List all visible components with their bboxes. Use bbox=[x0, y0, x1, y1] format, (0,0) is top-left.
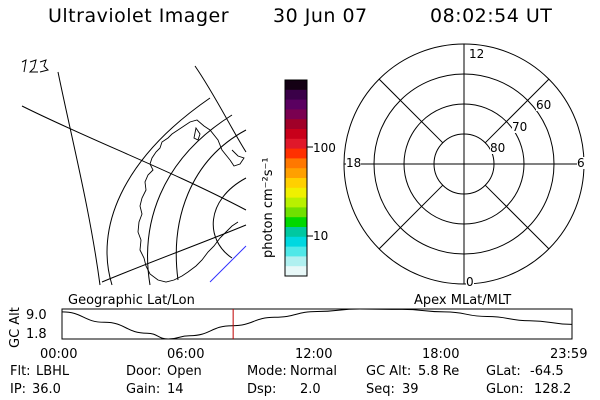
colorbar-band bbox=[285, 207, 307, 218]
map-latitude-arc bbox=[106, 97, 211, 286]
glon-value: 128.2 bbox=[534, 382, 572, 397]
polar-label-70: 70 bbox=[512, 120, 528, 134]
colorbar-tick-100: 100 bbox=[313, 141, 336, 155]
spacecraft-track bbox=[209, 245, 247, 283]
colorbar-band bbox=[285, 217, 307, 228]
door-value: Open bbox=[167, 364, 202, 379]
colorbar-band bbox=[285, 256, 307, 267]
colorbar-band bbox=[285, 246, 307, 257]
colorbar-band bbox=[285, 89, 307, 101]
polar-diagonal bbox=[484, 184, 550, 250]
map-latitude-arc bbox=[147, 114, 233, 286]
glon-label: GLon: bbox=[486, 382, 524, 397]
glat-value: -64.5 bbox=[530, 364, 564, 379]
timeline-y-tick-bottom: 1.8 bbox=[26, 327, 47, 342]
colorbar-band bbox=[285, 236, 307, 248]
polar-diagonal bbox=[378, 78, 444, 144]
x-tick-1: 06:00 bbox=[167, 347, 205, 362]
time-label: 08:02:54 UT bbox=[430, 5, 553, 27]
map-meridian-line bbox=[21, 105, 247, 211]
x-tick-2: 12:00 bbox=[295, 347, 333, 362]
gc-alt-value: 5.8 Re bbox=[418, 364, 460, 379]
colorbar-band bbox=[285, 168, 307, 179]
colorbar-band bbox=[285, 119, 307, 130]
app-title: Ultraviolet Imager bbox=[48, 5, 230, 27]
polar-diagonal bbox=[378, 184, 444, 250]
x-tick-0: 00:00 bbox=[40, 347, 78, 362]
gain-label: Gain: bbox=[126, 382, 161, 397]
colorbar-band bbox=[285, 99, 307, 110]
colorbar-band bbox=[285, 138, 307, 150]
altitude-curve bbox=[61, 308, 573, 340]
seq-label: Seq: bbox=[366, 382, 395, 397]
colorbar-band bbox=[285, 80, 307, 91]
colorbar-band bbox=[285, 187, 307, 199]
colorbar-tick-10: 10 bbox=[313, 229, 329, 243]
map-latitude-arc bbox=[212, 177, 247, 259]
colorbar-band bbox=[285, 266, 307, 277]
colorbar-band bbox=[285, 158, 307, 169]
timeline-y-tick-top: 9.0 bbox=[26, 308, 47, 323]
map-meridian-line bbox=[57, 71, 101, 286]
polar-label-0: 0 bbox=[466, 275, 474, 289]
coastline bbox=[137, 119, 239, 283]
gc-alt-label: GC Alt: bbox=[366, 364, 412, 379]
polar-label-60: 60 bbox=[536, 98, 552, 112]
mode-label: Mode: bbox=[247, 364, 287, 379]
coastline bbox=[193, 126, 201, 141]
polar-label-6: 6 bbox=[577, 156, 585, 170]
polar-label-18: 18 bbox=[346, 156, 362, 170]
ip-label: IP: bbox=[10, 382, 27, 397]
glat-label: GLat: bbox=[486, 364, 521, 379]
date-label: 30 Jun 07 bbox=[273, 5, 368, 27]
flt-label: Flt: bbox=[10, 364, 31, 379]
dsp-value: 2.0 bbox=[300, 382, 321, 397]
seq-value: 39 bbox=[402, 382, 419, 397]
door-label: Door: bbox=[126, 364, 162, 379]
map-meridian-line bbox=[101, 224, 247, 283]
dsp-label: Dsp: bbox=[247, 382, 277, 397]
polar-diagonal bbox=[484, 78, 550, 144]
colorbar-band bbox=[285, 227, 307, 238]
timeline-frame bbox=[61, 308, 573, 340]
coastline bbox=[229, 149, 245, 167]
x-tick-3: 18:00 bbox=[422, 347, 460, 362]
timeline-right-label: Apex MLat/MLT bbox=[414, 293, 512, 308]
polar-label-12: 12 bbox=[469, 47, 485, 61]
colorbar-band bbox=[285, 109, 307, 120]
map-latitude-arc bbox=[175, 129, 247, 281]
ip-value: 36.0 bbox=[32, 382, 61, 397]
polar-label-80: 80 bbox=[490, 141, 506, 155]
map-corner-glyph bbox=[21, 59, 49, 73]
x-tick-4: 23:59 bbox=[550, 347, 588, 362]
gain-value: 14 bbox=[167, 382, 184, 397]
colorbar-band bbox=[285, 178, 307, 189]
flt-value: LBHL bbox=[36, 364, 70, 379]
mode-value: Normal bbox=[290, 364, 338, 379]
colorbar-band bbox=[285, 129, 307, 140]
timeline-left-label: Geographic Lat/Lon bbox=[68, 293, 195, 308]
colorbar-band bbox=[285, 148, 307, 159]
colorbar-band bbox=[285, 197, 307, 208]
map-meridian-line bbox=[194, 65, 247, 153]
